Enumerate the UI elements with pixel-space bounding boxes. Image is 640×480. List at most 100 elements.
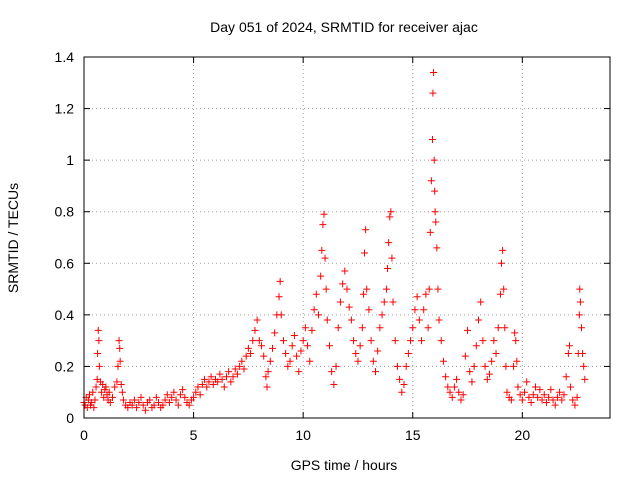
data-point: [536, 386, 544, 394]
data-point: [439, 357, 447, 365]
data-point: [319, 221, 327, 229]
data-point: [276, 277, 284, 285]
data-point: [244, 344, 252, 352]
data-point: [490, 337, 498, 345]
data-point: [371, 368, 379, 376]
data-point: [367, 337, 375, 345]
x-tick-label: 0: [80, 427, 88, 443]
data-point: [415, 316, 423, 324]
data-point: [330, 380, 338, 388]
data-point: [297, 347, 305, 355]
grid-lines: [84, 57, 610, 418]
data-point: [547, 386, 555, 394]
data-point: [430, 68, 438, 76]
data-point: [94, 350, 102, 358]
data-point: [420, 306, 428, 314]
data-point: [553, 393, 561, 401]
data-point: [218, 375, 226, 383]
data-point: [496, 290, 504, 298]
data-point: [578, 324, 586, 332]
data-point: [407, 337, 415, 345]
data-point: [192, 388, 200, 396]
data-point: [90, 404, 98, 412]
data-point: [263, 383, 271, 391]
data-point: [393, 362, 401, 370]
data-point: [531, 383, 539, 391]
data-point: [238, 357, 246, 365]
data-point: [538, 396, 546, 404]
data-point: [510, 362, 518, 370]
data-point: [362, 226, 370, 234]
data-point: [152, 393, 160, 401]
data-point: [387, 208, 395, 216]
data-point: [231, 365, 239, 373]
data-point: [275, 293, 283, 301]
data-point: [113, 378, 121, 386]
data-point: [446, 388, 454, 396]
data-point: [558, 396, 566, 404]
data-point: [576, 285, 584, 293]
data-point: [433, 244, 441, 252]
data-point: [94, 326, 102, 334]
data-point: [562, 373, 570, 381]
data-point: [502, 362, 510, 370]
data-point: [428, 136, 436, 144]
data-point: [207, 373, 215, 381]
data-point: [579, 350, 587, 358]
data-markers: [80, 68, 589, 414]
x-axis-label: GPS time / hours: [291, 457, 398, 473]
data-point: [442, 373, 450, 381]
data-point: [137, 393, 145, 401]
y-tick-label: 1: [66, 152, 74, 168]
data-point: [402, 362, 410, 370]
data-point: [168, 393, 176, 401]
data-point: [284, 362, 292, 370]
y-tick-label: 0.6: [55, 255, 75, 271]
data-point: [556, 388, 564, 396]
data-point: [492, 350, 500, 358]
data-point: [286, 357, 294, 365]
data-point: [388, 254, 396, 262]
data-point: [301, 324, 309, 332]
data-point: [95, 362, 103, 370]
data-point: [389, 298, 397, 306]
data-point: [425, 285, 433, 293]
data-point: [450, 383, 458, 391]
data-point: [266, 357, 274, 365]
data-point: [350, 337, 358, 345]
data-point: [391, 337, 399, 345]
data-point: [181, 393, 189, 401]
data-point: [513, 357, 521, 365]
data-point: [320, 210, 328, 218]
data-point: [345, 303, 353, 311]
data-point: [339, 280, 347, 288]
data-point: [262, 373, 270, 381]
data-point: [551, 401, 559, 409]
data-point: [264, 368, 272, 376]
data-point: [453, 375, 461, 383]
data-point: [363, 285, 371, 293]
y-axis-label: SRMTID / TECUs: [5, 183, 21, 293]
data-point: [503, 388, 511, 396]
data-point: [196, 391, 204, 399]
y-tick-label: 1.4: [55, 49, 75, 65]
data-point: [396, 375, 404, 383]
data-point: [116, 344, 124, 352]
data-point: [205, 378, 213, 386]
data-point: [91, 396, 99, 404]
y-tick-label: 1.2: [55, 101, 75, 117]
data-point: [571, 401, 579, 409]
data-point: [378, 311, 386, 319]
data-point: [384, 264, 392, 272]
x-tick-label: 10: [295, 427, 311, 443]
data-point: [325, 342, 333, 350]
data-point: [581, 375, 589, 383]
data-point: [540, 391, 548, 399]
data-point: [255, 337, 263, 345]
data-point: [253, 316, 261, 324]
data-point: [521, 388, 529, 396]
data-point: [481, 362, 489, 370]
data-point: [194, 383, 202, 391]
data-point: [511, 329, 519, 337]
